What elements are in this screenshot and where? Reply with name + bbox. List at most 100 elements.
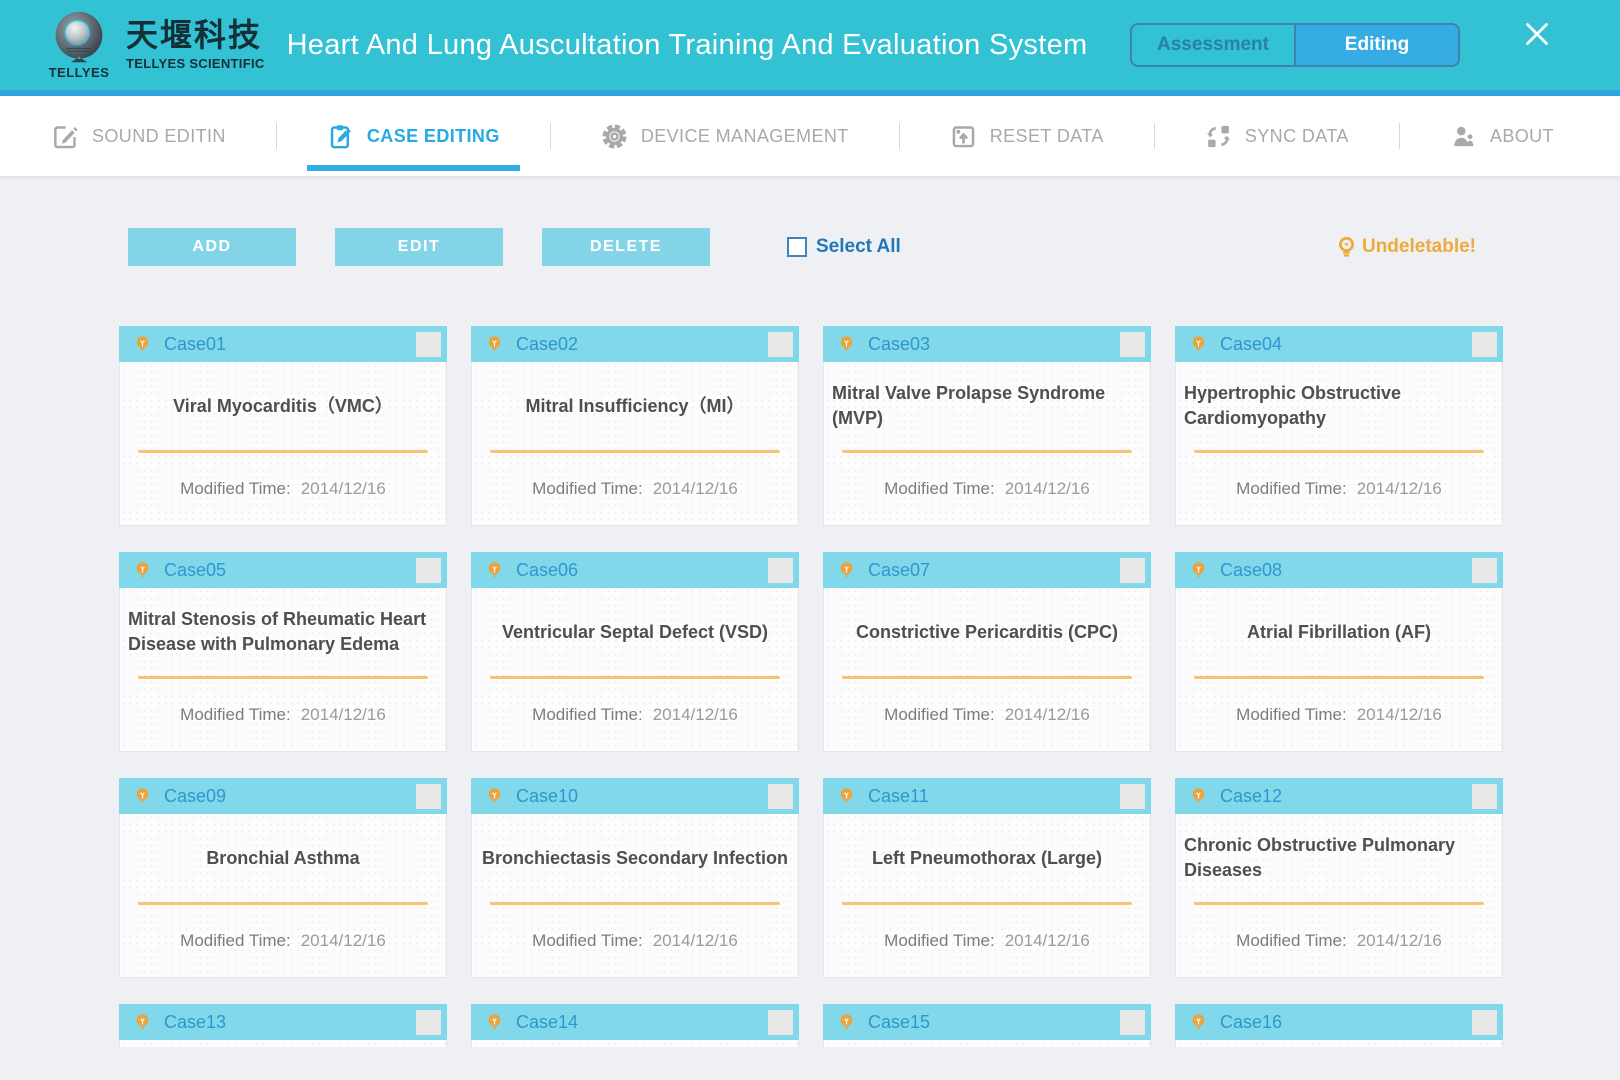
select-all-control[interactable]: Select All	[787, 236, 901, 258]
case-checkbox[interactable]	[416, 1009, 441, 1035]
case-id-label: Case15	[868, 1011, 931, 1032]
nav-item-reset-data[interactable]: RESET DATA	[942, 96, 1112, 176]
person-icon	[1454, 126, 1474, 146]
case-checkbox[interactable]	[416, 557, 441, 583]
case-title-wrap	[472, 1040, 798, 1047]
case-title-wrap: Constrictive Pericarditis (CPC)	[824, 588, 1150, 676]
case-card-header: Case15	[823, 1004, 1151, 1040]
brand-text: 天堰科技 TELLYES SCIENTIFIC	[126, 16, 265, 71]
modified-time-value: 2014/12/16	[1004, 479, 1090, 498]
case-title-wrap: Left Pneumothorax (Large)	[824, 814, 1150, 902]
brand-name-cn: 天堰科技	[126, 16, 263, 53]
lightbulb-icon	[488, 787, 501, 803]
lightbulb-icon	[136, 787, 149, 803]
nav-divider	[898, 123, 900, 149]
case-card-body: Mitral Valve Prolapse Syndrome (MVP) Mod…	[823, 362, 1151, 526]
nav-item-case-editing[interactable]: CASE EDITING	[306, 96, 520, 176]
modified-time-label: Modified Time:	[180, 931, 291, 950]
case-checkbox[interactable]	[768, 783, 793, 809]
case-card[interactable]: Case02 Mitral Insufficiency（MI） Modified…	[471, 326, 799, 526]
case-card[interactable]: Case03 Mitral Valve Prolapse Syndrome (M…	[823, 326, 1151, 526]
case-checkbox[interactable]	[768, 1009, 793, 1035]
case-checkbox[interactable]	[1472, 331, 1497, 357]
modified-time-label: Modified Time:	[180, 479, 291, 498]
tellyes-logo-icon: TELLYES	[48, 10, 110, 80]
case-id-label: Case04	[1220, 333, 1283, 354]
lightbulb-icon	[488, 335, 501, 351]
lightbulb-icon	[840, 787, 853, 803]
nav-item-about[interactable]: ABOUT	[1442, 96, 1562, 176]
case-card-header: Case13	[119, 1004, 447, 1040]
case-card[interactable]: Case05 Mitral Stenosis of Rheumatic Hear…	[119, 552, 447, 752]
case-title: Viral Myocarditis（VMC）	[173, 395, 393, 416]
editing-mode-button[interactable]: Editing	[1296, 25, 1458, 65]
case-card[interactable]: Case14	[471, 1004, 799, 1047]
case-title: Bronchiectasis Secondary Infection	[481, 847, 789, 868]
assessment-mode-button[interactable]: Assessment	[1132, 25, 1296, 65]
case-checkbox[interactable]	[1472, 557, 1497, 583]
case-card[interactable]: Case10 Bronchiectasis Secondary Infectio…	[471, 778, 799, 978]
case-card-header: Case11	[823, 778, 1151, 814]
edit-button[interactable]: EDIT	[335, 228, 503, 266]
case-card[interactable]: Case16	[1175, 1004, 1503, 1047]
case-card[interactable]: Case13	[119, 1004, 447, 1047]
modified-time-value: 2014/12/16	[300, 931, 386, 950]
case-checkbox[interactable]	[416, 331, 441, 357]
case-title: Atrial Fibrillation (AF)	[1247, 621, 1431, 642]
case-card[interactable]: Case06 Ventricular Septal Defect (VSD) M…	[471, 552, 799, 752]
case-card[interactable]: Case09 Bronchial Asthma Modified Time: 2…	[119, 778, 447, 978]
undeletable-notice: Undeletable!	[1334, 235, 1476, 260]
case-title-underline	[1194, 450, 1484, 453]
modified-time-label: Modified Time:	[1236, 931, 1347, 950]
modified-time-label: Modified Time:	[884, 705, 995, 724]
case-card-body: Bronchiectasis Secondary Infection Modif…	[471, 814, 799, 978]
case-id-label: Case07	[868, 559, 931, 580]
case-id-label: Case14	[516, 1011, 579, 1032]
case-card-header: Case01	[119, 326, 447, 362]
case-card[interactable]: Case12 Chronic Obstructive Pulmonary Dis…	[1175, 778, 1503, 978]
case-card[interactable]: Case07 Constrictive Pericarditis (CPC) M…	[823, 552, 1151, 752]
case-checkbox[interactable]	[768, 557, 793, 583]
case-grid-viewport: Case01 Viral Myocarditis（VMC） Modified T…	[0, 326, 1620, 1047]
case-checkbox[interactable]	[1472, 1009, 1497, 1035]
case-card-header: Case02	[471, 326, 799, 362]
nav-item-label: DEVICE MANAGEMENT	[640, 125, 849, 146]
select-all-label: Select All	[816, 236, 901, 257]
modified-time-value: 2014/12/16	[1004, 931, 1090, 950]
case-card-body	[823, 1040, 1151, 1047]
case-checkbox[interactable]	[1120, 331, 1145, 357]
modified-time-value: 2014/12/16	[1356, 479, 1442, 498]
case-checkbox[interactable]	[416, 783, 441, 809]
modified-time-value: 2014/12/16	[1356, 705, 1442, 724]
nav-item-sync-data[interactable]: SYNC DATA	[1197, 96, 1357, 176]
modified-time-value: 2014/12/16	[652, 931, 738, 950]
case-card-body: Hypertrophic Obstructive Cardiomyopathy …	[1175, 362, 1503, 526]
case-checkbox[interactable]	[768, 331, 793, 357]
case-id-label: Case03	[868, 333, 931, 354]
nav-item-sound-editin[interactable]: SOUND EDITIN	[44, 96, 234, 176]
case-modified-row: Modified Time: 2014/12/16	[1176, 905, 1502, 977]
add-button[interactable]: ADD	[128, 228, 296, 266]
case-checkbox[interactable]	[1472, 783, 1497, 809]
case-card[interactable]: Case04 Hypertrophic Obstructive Cardiomy…	[1175, 326, 1503, 526]
delete-button[interactable]: DELETE	[542, 228, 710, 266]
close-button[interactable]	[1518, 15, 1556, 53]
case-card[interactable]: Case15	[823, 1004, 1151, 1047]
case-card-body: Ventricular Septal Defect (VSD) Modified…	[471, 588, 799, 752]
case-title-underline	[490, 450, 780, 453]
case-card[interactable]: Case01 Viral Myocarditis（VMC） Modified T…	[119, 326, 447, 526]
modified-time-label: Modified Time:	[532, 931, 643, 950]
case-card[interactable]: Case08 Atrial Fibrillation (AF) Modified…	[1175, 552, 1503, 752]
case-checkbox[interactable]	[1120, 1009, 1145, 1035]
modified-time-value: 2014/12/16	[1004, 705, 1090, 724]
case-checkbox[interactable]	[1120, 783, 1145, 809]
case-checkbox[interactable]	[1120, 557, 1145, 583]
nav-item-label: SOUND EDITIN	[92, 125, 226, 146]
nav-item-device-management[interactable]: DEVICE MANAGEMENT	[593, 96, 857, 176]
case-title-underline	[842, 676, 1132, 679]
case-card[interactable]: Case11 Left Pneumothorax (Large) Modifie…	[823, 778, 1151, 978]
case-title-underline	[138, 902, 428, 905]
case-id-label: Case16	[1220, 1011, 1283, 1032]
select-all-checkbox[interactable]	[787, 237, 807, 257]
case-card-body	[119, 1040, 447, 1047]
